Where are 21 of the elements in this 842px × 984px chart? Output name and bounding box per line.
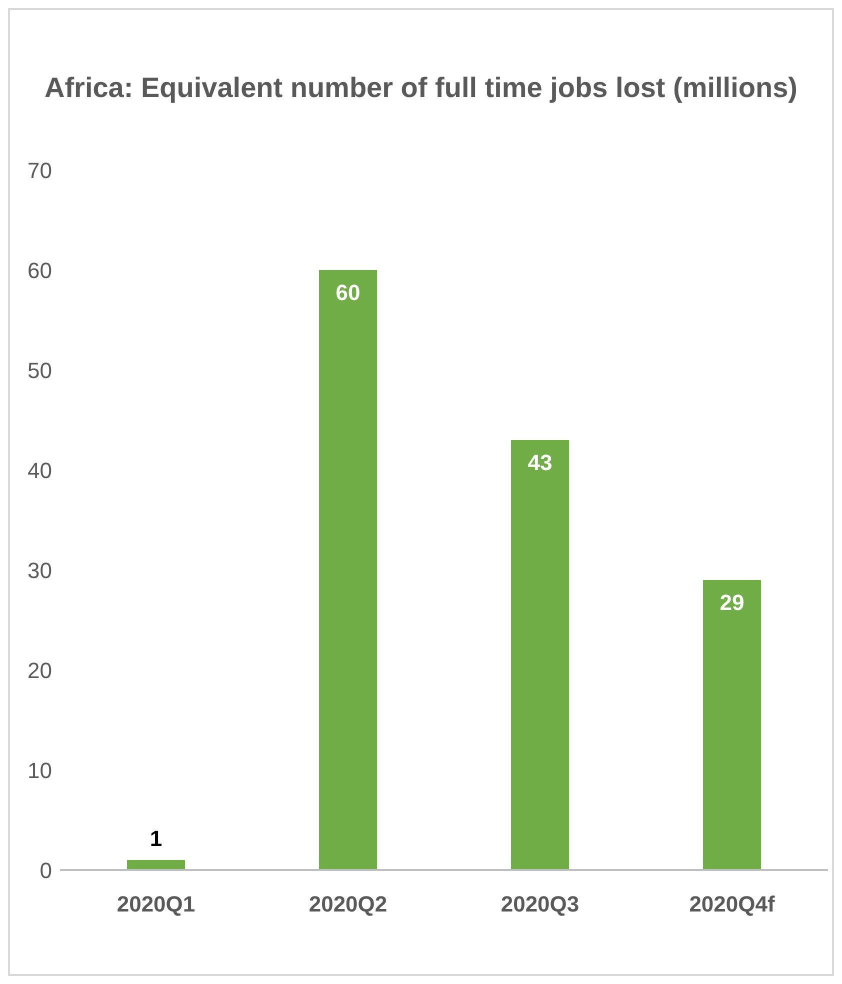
y-tick-label: 0 (40, 858, 52, 883)
bar (319, 270, 377, 870)
y-tick-label: 60 (28, 258, 52, 283)
y-tick-label: 10 (28, 758, 52, 783)
chart-title: Africa: Equivalent number of full time jobs lost (millions) (44, 72, 798, 104)
data-label: 1 (150, 826, 162, 851)
bar (511, 440, 569, 870)
data-label: 60 (336, 280, 360, 305)
bar (703, 580, 761, 870)
x-tick-label: 2020Q3 (500, 892, 580, 917)
y-tick-label: 30 (28, 558, 52, 583)
y-tick-label: 20 (28, 658, 52, 683)
x-tick-label: 2020Q2 (308, 892, 388, 917)
y-tick-label: 70 (28, 158, 52, 183)
y-tick-label: 50 (28, 358, 52, 383)
x-tick-label: 2020Q1 (116, 892, 196, 917)
bar (127, 860, 185, 870)
x-tick-label: 2020Q4f (689, 892, 776, 917)
data-label: 29 (720, 590, 744, 615)
y-tick-label: 40 (28, 458, 52, 483)
data-label: 43 (528, 450, 552, 475)
